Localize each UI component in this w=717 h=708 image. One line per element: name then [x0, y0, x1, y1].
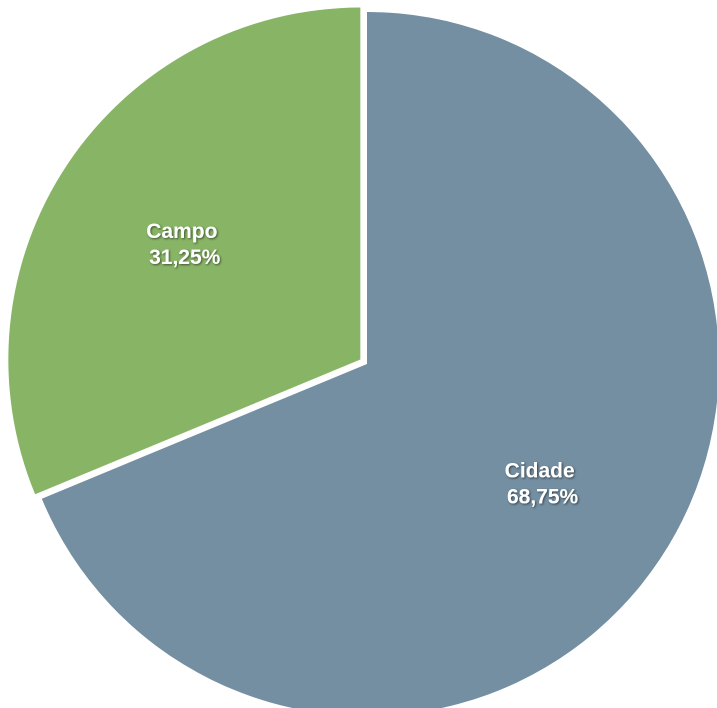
slice-value-campo: 31,25% — [149, 246, 221, 269]
pie-slice-campo — [8, 7, 361, 495]
slice-value-cidade: 68,75% — [507, 485, 579, 508]
slice-label-cidade: Cidade 68,75% — [505, 459, 581, 508]
slice-name-campo: Campo — [146, 220, 217, 243]
pie-slice-cidade — [41, 12, 717, 708]
slice-name-cidade: Cidade — [505, 459, 575, 482]
pie-labels: Cidade 68,75% Campo 31,25% — [146, 220, 581, 508]
slice-label-campo: Campo 31,25% — [146, 220, 223, 269]
pie-slices — [8, 7, 717, 708]
